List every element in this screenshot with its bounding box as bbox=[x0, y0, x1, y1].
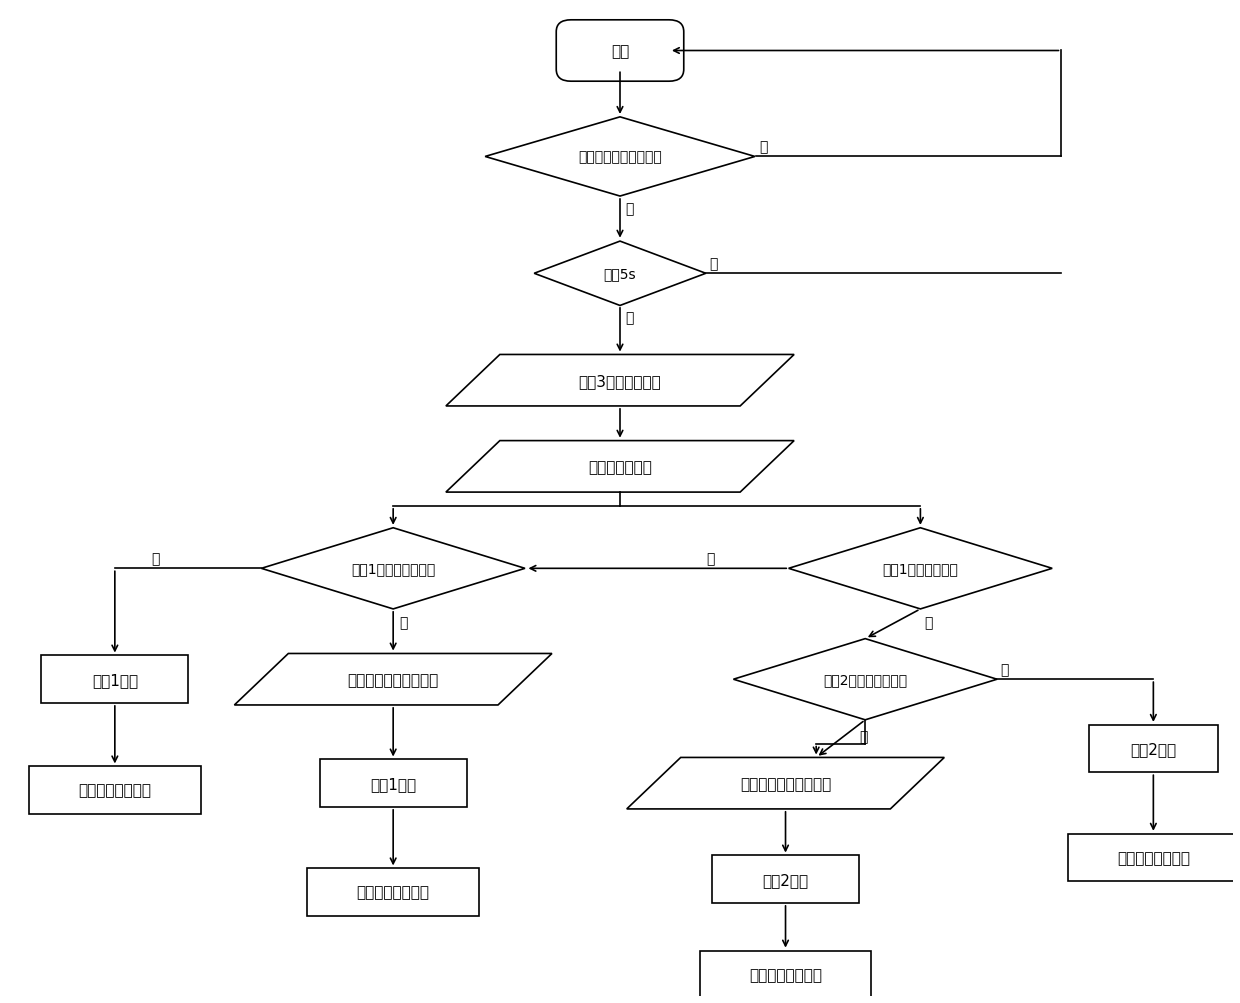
Text: 旋轮进给调整程序: 旋轮进给调整程序 bbox=[78, 782, 151, 797]
Bar bbox=[308, 869, 479, 916]
Polygon shape bbox=[234, 654, 552, 705]
Text: 旋轮1是否第一次调整: 旋轮1是否第一次调整 bbox=[351, 562, 435, 576]
Text: 否: 否 bbox=[760, 140, 768, 154]
Text: 计算压力平均值: 计算压力平均值 bbox=[588, 459, 652, 474]
Text: 间隔5s: 间隔5s bbox=[604, 267, 636, 281]
Text: 否: 否 bbox=[399, 615, 408, 629]
Bar bbox=[712, 856, 859, 903]
Text: 旋轮2调整: 旋轮2调整 bbox=[763, 872, 808, 887]
Bar bbox=[699, 951, 872, 998]
Text: 计算需要延长的时间值: 计算需要延长的时间值 bbox=[740, 776, 831, 791]
Polygon shape bbox=[262, 529, 525, 609]
Polygon shape bbox=[534, 242, 706, 306]
FancyBboxPatch shape bbox=[557, 21, 683, 82]
Bar bbox=[320, 759, 466, 807]
Text: 计算需要延长的时间值: 计算需要延长的时间值 bbox=[347, 672, 439, 687]
Polygon shape bbox=[733, 639, 997, 720]
Text: 旋轮1调整: 旋轮1调整 bbox=[370, 776, 417, 791]
Text: 旋轮1是否进行调整: 旋轮1是否进行调整 bbox=[883, 562, 959, 576]
Text: 是: 是 bbox=[1001, 663, 1008, 677]
Bar bbox=[41, 656, 188, 703]
Text: 旋轮2是否第一次调整: 旋轮2是否第一次调整 bbox=[823, 673, 908, 686]
Polygon shape bbox=[626, 757, 945, 809]
Bar bbox=[1089, 725, 1218, 772]
Polygon shape bbox=[446, 355, 794, 406]
Bar bbox=[1068, 833, 1239, 882]
Text: 旋轮进给调整程序: 旋轮进给调整程序 bbox=[357, 885, 430, 900]
Text: 旋轮进给调整程序: 旋轮进给调整程序 bbox=[1117, 851, 1190, 865]
Polygon shape bbox=[446, 441, 794, 492]
Text: 开始: 开始 bbox=[611, 44, 629, 59]
Text: 旋轮进给调整程序: 旋轮进给调整程序 bbox=[749, 967, 822, 982]
Text: 是: 是 bbox=[625, 202, 634, 216]
Text: 否: 否 bbox=[706, 552, 714, 566]
Text: 否: 否 bbox=[859, 730, 868, 744]
Bar bbox=[29, 766, 201, 814]
Text: 旋轮2调整: 旋轮2调整 bbox=[1131, 741, 1177, 756]
Text: 采集3旋轮油缸压力: 采集3旋轮油缸压力 bbox=[579, 373, 661, 388]
Text: 是: 是 bbox=[625, 311, 634, 325]
Text: 旋轮1调整: 旋轮1调整 bbox=[92, 672, 138, 687]
Text: 二个旋轮到达指定位置: 二个旋轮到达指定位置 bbox=[578, 150, 662, 164]
Polygon shape bbox=[485, 117, 755, 197]
Text: 是: 是 bbox=[151, 552, 160, 566]
Text: 否: 否 bbox=[709, 257, 718, 271]
Text: 是: 是 bbox=[924, 615, 932, 629]
Polygon shape bbox=[789, 529, 1053, 609]
